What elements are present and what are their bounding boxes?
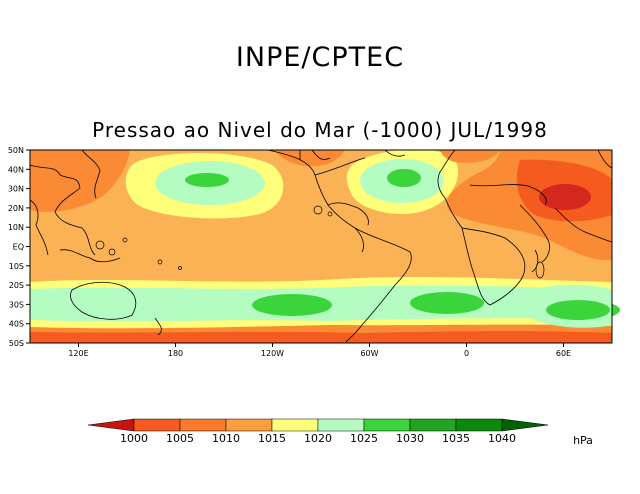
- colorbar-swatch: [271, 418, 319, 432]
- colorbar-label: 1020: [304, 432, 332, 445]
- colorbar-swatch: [455, 418, 503, 432]
- azores-1025-1030: [387, 169, 421, 187]
- south-atlantic-high: [410, 292, 484, 314]
- lat-label: 40N: [8, 165, 24, 174]
- lat-label: 10S: [9, 262, 24, 271]
- australia-high-1020-1025: [75, 291, 145, 309]
- chart-subtitle: Pressao ao Nivel do Mar (-1000) JUL/1998: [92, 118, 548, 142]
- map-area: [29, 149, 620, 344]
- colorbar-label: 1015: [258, 432, 286, 445]
- north-pacific-1025-1030: [185, 173, 229, 187]
- colorbar-label: 1010: [212, 432, 240, 445]
- colorbar-swatch: [225, 418, 273, 432]
- colorbar-label: 1025: [350, 432, 378, 445]
- lon-label: 60E: [556, 349, 571, 358]
- latitude-axis: 50N 40N 30N 20N 10N EQ 10S 20S 30S 40S 50S: [8, 146, 30, 348]
- lon-label: 0: [464, 349, 469, 358]
- colorbar-arrow-low: [87, 418, 135, 432]
- lat-label: 30N: [8, 185, 24, 194]
- lat-label: 20S: [9, 281, 24, 290]
- coastlines: [29, 149, 613, 344]
- colorbar-swatch: [133, 418, 181, 432]
- lat-label: 30S: [9, 300, 24, 309]
- colorbar-label: 1035: [442, 432, 470, 445]
- lat-label: 20N: [8, 204, 24, 213]
- colorbar: 1000 1005 1010 1015 1020 1025 1030 1035 1040 hPa: [87, 418, 593, 447]
- colorbar-label: 1030: [396, 432, 424, 445]
- monsoon-low-gt1040: [539, 184, 591, 210]
- longitude-axis: 120E 180 120W 60W 0 60E: [68, 343, 571, 358]
- colorbar-label: 1005: [166, 432, 194, 445]
- chart-title: INPE/CPTEC: [235, 42, 405, 73]
- colorbar-swatch: [317, 418, 365, 432]
- alaska-low-1005-1010: [275, 150, 345, 167]
- colorbar-arrow-high: [501, 418, 549, 432]
- lon-label: 120E: [68, 349, 88, 358]
- colorbar-label: 1000: [120, 432, 148, 445]
- lat-label: 10N: [8, 223, 24, 232]
- south-low-lt1005: [30, 331, 612, 343]
- lat-label: EQ: [13, 243, 24, 252]
- s-indian-high-1025-1030: [546, 300, 610, 320]
- colorbar-swatch: [179, 418, 227, 432]
- lon-label: 60W: [360, 349, 378, 358]
- south-band-edge-1015-1020: [30, 318, 612, 329]
- colorbar-label: 1040: [488, 432, 516, 445]
- nw-pacific-low-1005-1010: [30, 150, 130, 212]
- islands: [95, 205, 545, 279]
- south-pacific-high: [252, 294, 332, 316]
- lat-label: 50N: [8, 146, 24, 155]
- lon-label: 180: [168, 349, 183, 358]
- lon-label: 120W: [261, 349, 284, 358]
- colorbar-swatch: [409, 418, 457, 432]
- colorbar-swatch: [363, 418, 411, 432]
- colorbar-unit: hPa: [573, 434, 593, 447]
- lat-label: 50S: [9, 339, 24, 348]
- lat-label: 40S: [9, 320, 24, 329]
- arctic-low-1005-1010: [440, 150, 500, 163]
